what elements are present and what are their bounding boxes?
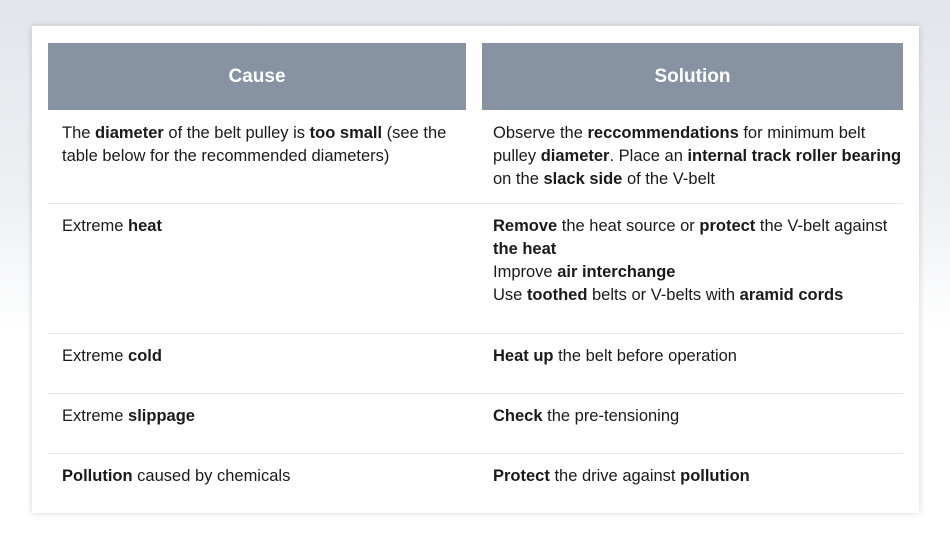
text: the pre-tensioning: [542, 407, 680, 425]
bold-text: internal track roller bearing: [687, 147, 902, 165]
solution-line: Remove the heat source or protect the V-…: [493, 215, 908, 261]
bold-text: aramid cords: [739, 286, 844, 304]
bold-text: toothed: [526, 286, 588, 304]
text: belts or V-belts with: [587, 286, 740, 304]
text: Extreme: [62, 217, 129, 235]
text: Extreme: [62, 347, 129, 365]
text: the drive against: [549, 467, 681, 485]
cause-cell: Extreme heat: [62, 215, 457, 238]
solution-line: Heat up the belt before operation: [493, 345, 908, 368]
table-row: Pollution caused by chemicals Protect the…: [48, 453, 903, 513]
text: caused by chemicals: [132, 467, 291, 485]
table-card: Cause Solution The diameter of the belt …: [32, 26, 919, 513]
bold-text: pollution: [680, 467, 750, 485]
bold-text: slippage: [128, 407, 195, 425]
bold-text: reccommendations: [587, 124, 739, 142]
text: on the: [493, 170, 544, 188]
bold-text: Pollution: [62, 467, 133, 485]
table-row: Extreme cold Heat up the belt before oper…: [48, 333, 903, 394]
cause-cell: Pollution caused by chemicals: [62, 465, 457, 488]
solution-cell: Remove the heat source or protect the V-…: [493, 215, 908, 307]
solution-line: Use toothed belts or V-belts with aramid…: [493, 284, 908, 307]
cause-cell: Extreme slippage: [62, 405, 457, 428]
text: Improve: [493, 263, 558, 281]
header-solution: Solution: [482, 43, 903, 110]
table-row: The diameter of the belt pulley is too s…: [48, 110, 903, 204]
bold-text: Protect: [493, 467, 550, 485]
bold-text: diameter: [95, 124, 164, 142]
cause-line: Extreme slippage: [62, 405, 457, 428]
cause-line: Extreme cold: [62, 345, 457, 368]
text: for minimum belt pulley: [493, 124, 866, 165]
bold-text: Remove: [493, 217, 558, 235]
solution-cell: Heat up the belt before operation: [493, 345, 908, 368]
cause-line: Extreme heat: [62, 215, 457, 238]
solution-line: Check the pre-tensioning: [493, 405, 908, 428]
solution-line: Protect the drive against pollution: [493, 465, 908, 488]
header-cause: Cause: [48, 43, 466, 110]
bold-text: too small: [309, 124, 383, 142]
text: of the belt pulley is: [163, 124, 310, 142]
bold-text: Heat up: [493, 347, 554, 365]
bold-text: protect: [699, 217, 756, 235]
text: Observe the: [493, 124, 588, 142]
solution-cell: Protect the drive against pollution: [493, 465, 908, 488]
bold-text: heat: [128, 217, 162, 235]
bold-text: Check: [493, 407, 543, 425]
bold-text: the heat: [493, 240, 557, 258]
cause-line: The diameter of the belt pulley is too s…: [62, 122, 457, 168]
bold-text: slack side: [543, 170, 623, 188]
bold-text: cold: [128, 347, 162, 365]
text: The: [62, 124, 96, 142]
solution-cell: Observe the reccommendations for minimum…: [493, 122, 908, 191]
text: (see the table below for the recommended…: [62, 124, 447, 165]
solution-line: Improve air interchange: [493, 261, 908, 284]
cause-line: Pollution caused by chemicals: [62, 465, 457, 488]
text: of the V-belt: [622, 170, 716, 188]
table-row: Extreme heat Remove the heat source or pr…: [48, 203, 903, 334]
bold-text: diameter: [540, 147, 610, 165]
text: the V-belt against: [755, 217, 888, 235]
bold-text: air interchange: [557, 263, 676, 281]
text: the belt before operation: [553, 347, 737, 365]
cause-cell: The diameter of the belt pulley is too s…: [62, 122, 457, 168]
text: Use: [493, 286, 527, 304]
solution-line: Observe the reccommendations for minimum…: [493, 122, 908, 191]
solution-cell: Check the pre-tensioning: [493, 405, 908, 428]
table-row: Extreme slippage Check the pre-tensioning: [48, 393, 903, 454]
cause-cell: Extreme cold: [62, 345, 457, 368]
text: . Place an: [609, 147, 688, 165]
text: the heat source or: [557, 217, 700, 235]
text: Extreme: [62, 407, 129, 425]
